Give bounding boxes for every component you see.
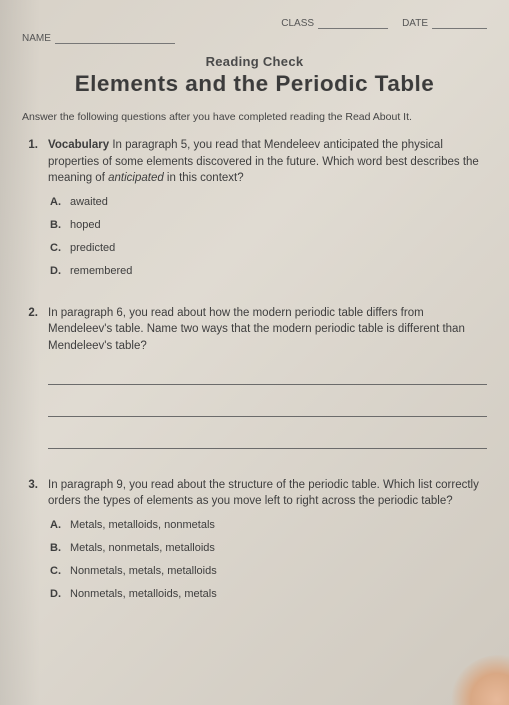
question-1: 1. Vocabulary In paragraph 5, you read t… [22, 137, 487, 287]
q1-stem-italic: anticipated [108, 172, 164, 184]
q2-stem: In paragraph 6, you read about how the m… [48, 305, 487, 355]
q2-number: 2. [22, 305, 38, 459]
class-label: CLASS [281, 18, 314, 29]
q3-option-c[interactable]: C.Nonmetals, metals, metalloids [50, 564, 487, 580]
q3-stem: In paragraph 9, you read about the struc… [48, 477, 487, 510]
q1-number: 1. [22, 137, 38, 287]
date-field: DATE [402, 18, 487, 29]
header-fields: CLASS DATE [22, 18, 487, 29]
q3-option-a[interactable]: A.Metals, metalloids, nonmetals [50, 518, 487, 534]
page-title: Elements and the Periodic Table [17, 71, 492, 97]
date-label: DATE [402, 18, 428, 29]
q3-number: 3. [22, 477, 38, 610]
question-3: 3. In paragraph 9, you read about the st… [22, 477, 487, 610]
name-field: NAME [22, 33, 487, 44]
q3-option-b[interactable]: B.Metals, nonmetals, metalloids [50, 541, 487, 557]
finger-shadow [449, 655, 509, 705]
q2-answer-line-1[interactable] [48, 363, 487, 385]
q2-answer-line-2[interactable] [48, 395, 487, 417]
class-blank[interactable] [318, 19, 388, 29]
q3-option-d[interactable]: D.Nonmetals, metalloids, metals [50, 587, 487, 603]
q1-lead: Vocabulary [48, 139, 109, 151]
q1-options: A.awaited B.hoped C.predicted D.remember… [48, 195, 487, 280]
question-2: 2. In paragraph 6, you read about how th… [22, 305, 487, 459]
reading-check-heading: Reading Check [22, 54, 487, 69]
q2-answer-line-3[interactable] [48, 427, 487, 449]
q1-option-d[interactable]: D.remembered [50, 264, 487, 280]
q1-stem-b: in this context? [164, 172, 244, 184]
q1-option-a[interactable]: A.awaited [50, 195, 487, 211]
intro-text: Answer the following questions after you… [22, 111, 487, 123]
q3-options: A.Metals, metalloids, nonmetals B.Metals… [48, 518, 487, 603]
name-blank[interactable] [55, 34, 175, 44]
name-label: NAME [22, 33, 51, 44]
class-field: CLASS [281, 18, 388, 29]
q1-option-c[interactable]: C.predicted [50, 241, 487, 257]
date-blank[interactable] [432, 19, 487, 29]
q1-option-b[interactable]: B.hoped [50, 218, 487, 234]
q1-stem: Vocabulary In paragraph 5, you read that… [48, 137, 487, 187]
